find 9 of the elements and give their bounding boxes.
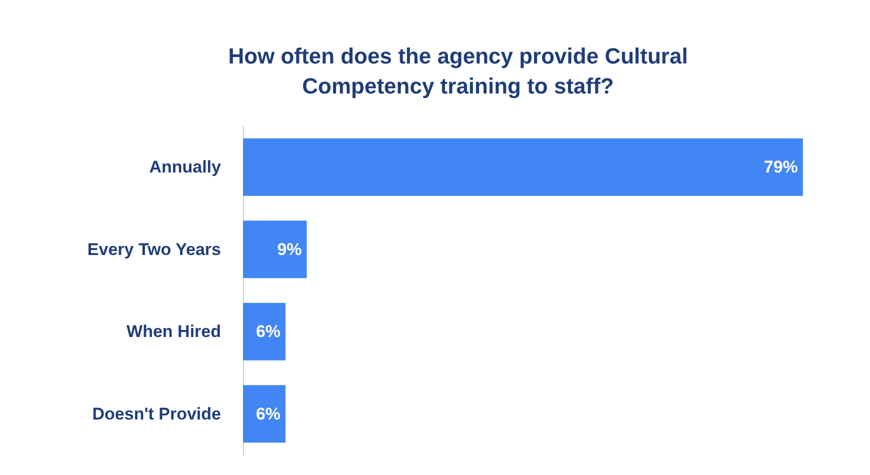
data-label: 6% <box>256 404 281 424</box>
data-label: 79% <box>764 158 798 177</box>
y-tick-label: Every Two Years <box>87 240 221 259</box>
y-tick-label: Annually <box>149 158 222 177</box>
y-tick-label: Doesn't Provide <box>92 404 221 424</box>
data-label: 6% <box>256 322 281 342</box>
y-tick-label: When Hired <box>126 322 221 342</box>
chart-title: How often does the agency provide Cultural Competency training to staff? <box>228 44 688 98</box>
data-label: 9% <box>277 240 302 259</box>
